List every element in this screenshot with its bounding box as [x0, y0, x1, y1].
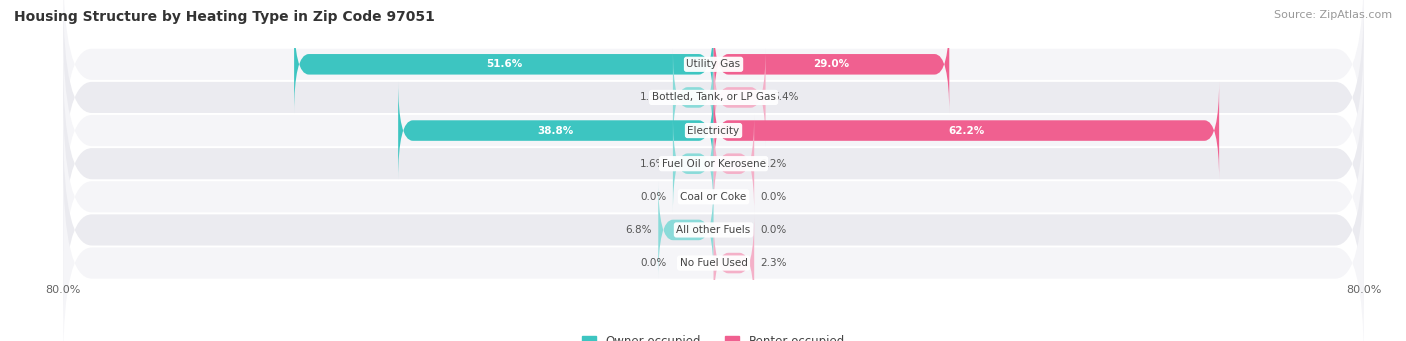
Text: 1.3%: 1.3%: [640, 92, 666, 102]
FancyBboxPatch shape: [658, 181, 713, 279]
FancyBboxPatch shape: [673, 114, 713, 213]
Text: 29.0%: 29.0%: [813, 59, 849, 69]
Text: 6.4%: 6.4%: [772, 92, 799, 102]
FancyBboxPatch shape: [63, 163, 1364, 341]
FancyBboxPatch shape: [713, 214, 754, 312]
Text: Bottled, Tank, or LP Gas: Bottled, Tank, or LP Gas: [651, 92, 776, 102]
Text: 38.8%: 38.8%: [537, 125, 574, 136]
Text: 0.0%: 0.0%: [761, 192, 787, 202]
Text: 0.0%: 0.0%: [640, 192, 666, 202]
FancyBboxPatch shape: [294, 15, 713, 114]
Text: 6.8%: 6.8%: [626, 225, 652, 235]
Text: Electricity: Electricity: [688, 125, 740, 136]
Text: 2.3%: 2.3%: [761, 258, 787, 268]
FancyBboxPatch shape: [63, 30, 1364, 231]
FancyBboxPatch shape: [63, 97, 1364, 297]
Text: Coal or Coke: Coal or Coke: [681, 192, 747, 202]
FancyBboxPatch shape: [63, 0, 1364, 198]
FancyBboxPatch shape: [63, 63, 1364, 264]
FancyBboxPatch shape: [713, 81, 1219, 180]
Text: 0.0%: 0.0%: [761, 225, 787, 235]
FancyBboxPatch shape: [673, 48, 713, 147]
Text: 0.2%: 0.2%: [761, 159, 787, 169]
FancyBboxPatch shape: [398, 81, 713, 180]
Text: Utility Gas: Utility Gas: [686, 59, 741, 69]
Text: 51.6%: 51.6%: [485, 59, 522, 69]
Text: Housing Structure by Heating Type in Zip Code 97051: Housing Structure by Heating Type in Zip…: [14, 10, 434, 24]
FancyBboxPatch shape: [713, 48, 765, 147]
Text: 1.6%: 1.6%: [640, 159, 666, 169]
Text: Source: ZipAtlas.com: Source: ZipAtlas.com: [1274, 10, 1392, 20]
Text: All other Fuels: All other Fuels: [676, 225, 751, 235]
FancyBboxPatch shape: [63, 0, 1364, 165]
Legend: Owner-occupied, Renter-occupied: Owner-occupied, Renter-occupied: [582, 335, 845, 341]
FancyBboxPatch shape: [713, 15, 949, 114]
FancyBboxPatch shape: [63, 130, 1364, 330]
FancyBboxPatch shape: [713, 114, 754, 213]
Text: No Fuel Used: No Fuel Used: [679, 258, 748, 268]
Text: 62.2%: 62.2%: [948, 125, 984, 136]
Text: 0.0%: 0.0%: [640, 258, 666, 268]
Text: Fuel Oil or Kerosene: Fuel Oil or Kerosene: [662, 159, 765, 169]
